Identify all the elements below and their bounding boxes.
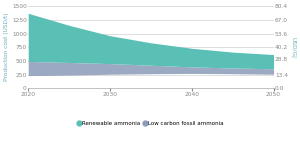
Y-axis label: USD/GJ: USD/GJ: [291, 37, 296, 58]
Legend: Renewable ammonia, Low carbon fossil ammonia: Renewable ammonia, Low carbon fossil amm…: [76, 119, 226, 128]
Y-axis label: Production cost (USD/t): Production cost (USD/t): [4, 13, 9, 82]
